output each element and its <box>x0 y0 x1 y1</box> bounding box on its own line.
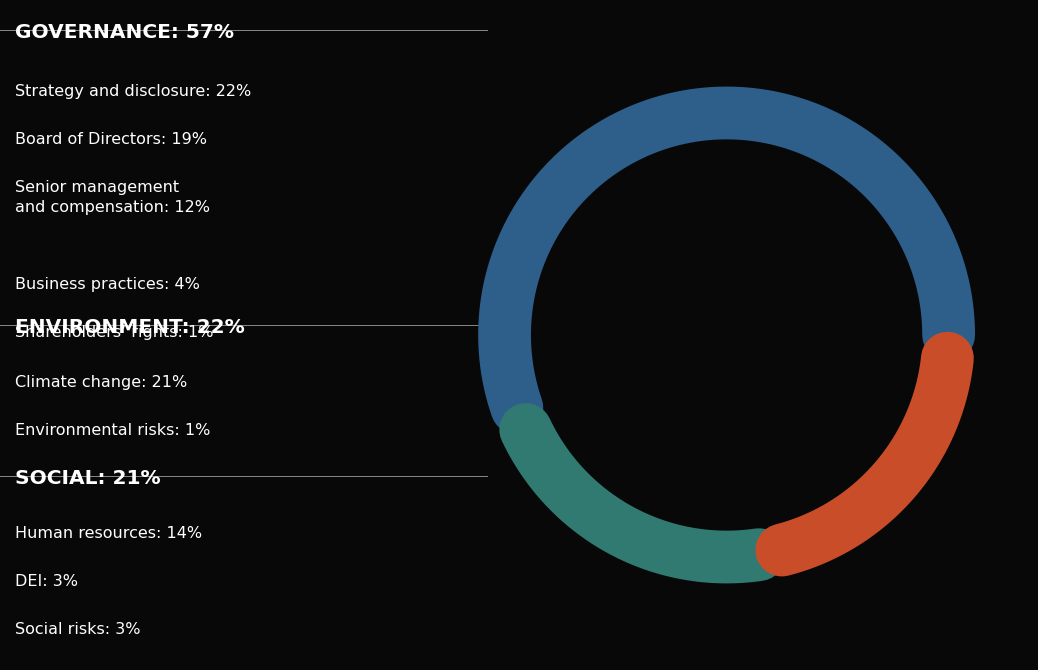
Text: Senior management
and compensation: 12%: Senior management and compensation: 12% <box>15 180 210 215</box>
Text: Climate change: 21%: Climate change: 21% <box>15 375 187 390</box>
Text: GOVERNANCE: 57%: GOVERNANCE: 57% <box>15 23 234 42</box>
Text: Environmental risks: 1%: Environmental risks: 1% <box>15 423 210 438</box>
Text: Strategy and disclosure: 22%: Strategy and disclosure: 22% <box>15 84 251 98</box>
Text: Human resources: 14%: Human resources: 14% <box>15 526 201 541</box>
Text: Business practices: 4%: Business practices: 4% <box>15 277 199 291</box>
Text: Social risks: 3%: Social risks: 3% <box>15 622 140 637</box>
Text: Board of Directors: 19%: Board of Directors: 19% <box>15 132 207 147</box>
Text: DEI: 3%: DEI: 3% <box>15 574 78 589</box>
Text: ENVIRONMENT: 22%: ENVIRONMENT: 22% <box>15 318 244 337</box>
Text: Shareholders’ rights: 1%: Shareholders’ rights: 1% <box>15 325 213 340</box>
Text: SOCIAL: 21%: SOCIAL: 21% <box>15 469 160 488</box>
